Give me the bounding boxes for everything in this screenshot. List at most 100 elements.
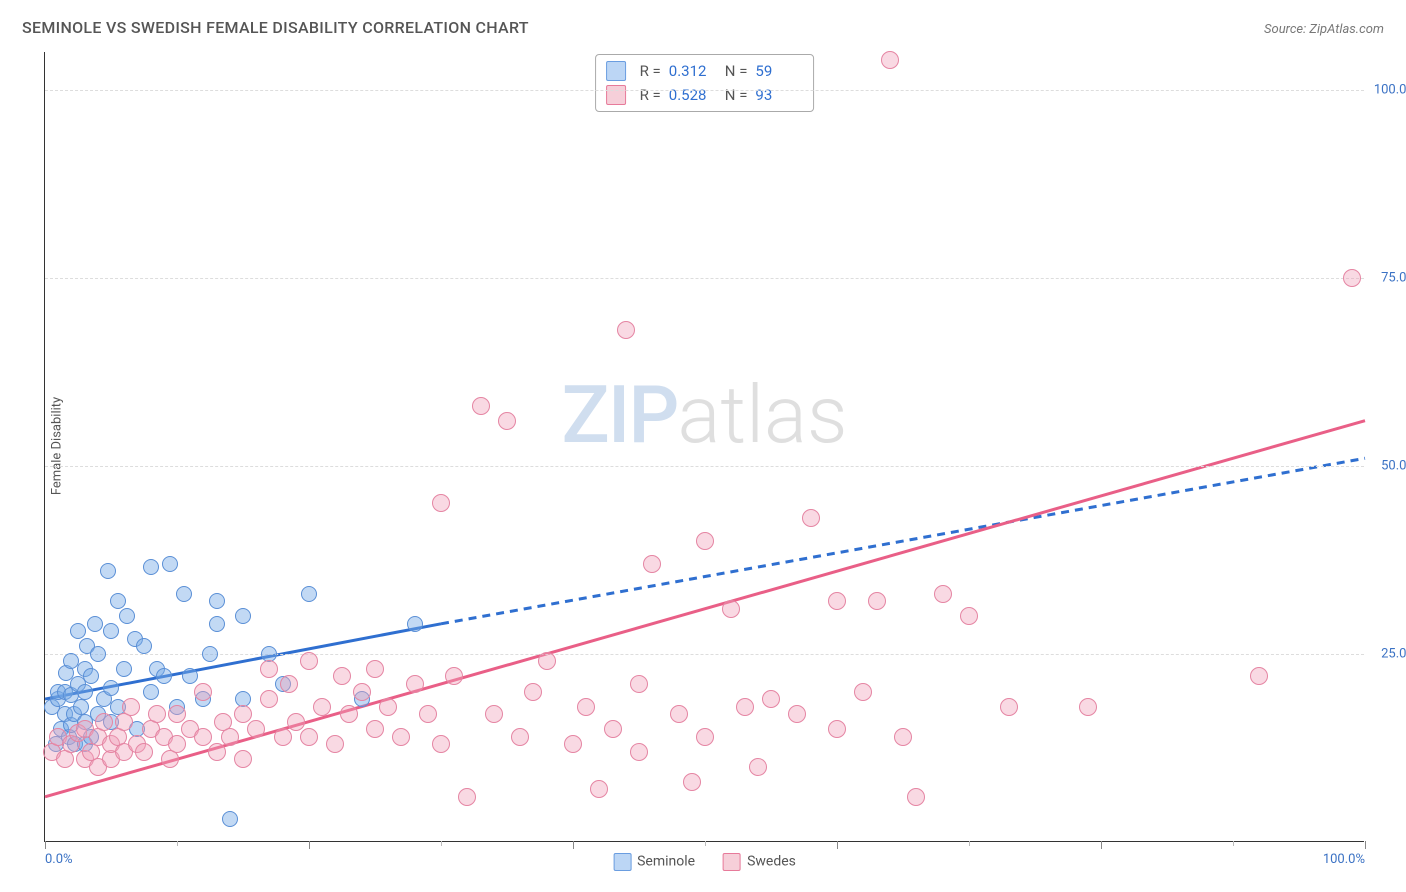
scatter-point <box>511 728 529 746</box>
legend-label: Swedes <box>747 854 796 870</box>
scatter-point <box>630 675 648 693</box>
scatter-point <box>524 683 542 701</box>
scatter-point <box>643 555 661 573</box>
scatter-point <box>577 698 595 716</box>
x-tick <box>45 841 46 849</box>
scatter-point <box>103 680 119 696</box>
scatter-point <box>235 608 251 624</box>
scatter-point <box>894 728 912 746</box>
scatter-point <box>1000 698 1018 716</box>
scatter-point <box>736 698 754 716</box>
x-tick <box>1101 841 1102 849</box>
scatter-point <box>749 758 767 776</box>
scatter-point <box>696 532 714 550</box>
scatter-point <box>70 623 86 639</box>
scatter-point <box>722 600 740 618</box>
scatter-point <box>110 593 126 609</box>
scatter-point <box>168 705 186 723</box>
stat-key: R = <box>640 62 661 80</box>
scatter-point <box>274 728 292 746</box>
x-tick-label: 0.0% <box>45 852 73 867</box>
scatter-point <box>182 668 198 684</box>
scatter-point <box>604 720 622 738</box>
scatter-point <box>156 668 172 684</box>
scatter-point <box>221 728 239 746</box>
scatter-point <box>103 623 119 639</box>
x-tick-minor <box>177 841 178 846</box>
source-label: Source: ZipAtlas.com <box>1264 22 1384 37</box>
scatter-point <box>366 660 384 678</box>
scatter-point <box>280 675 298 693</box>
scatter-point <box>202 646 218 662</box>
scatter-point <box>87 616 103 632</box>
gridline <box>45 466 1364 467</box>
scatter-point <box>100 563 116 579</box>
scatter-point <box>353 683 371 701</box>
page-title: SEMINOLE VS SWEDISH FEMALE DISABILITY CO… <box>22 18 529 37</box>
scatter-point <box>934 585 952 603</box>
scatter-point <box>95 713 113 731</box>
scatter-point <box>209 616 225 632</box>
scatter-point <box>881 51 899 69</box>
scatter-point <box>458 788 476 806</box>
scatter-point <box>162 556 178 572</box>
scatter-point <box>788 705 806 723</box>
scatter-point <box>419 705 437 723</box>
scatter-point <box>234 705 252 723</box>
watermark: ZIPatlas <box>562 368 848 462</box>
scatter-point <box>392 728 410 746</box>
scatter-point <box>590 780 608 798</box>
scatter-point <box>445 667 463 685</box>
scatter-plot: ZIPatlas R =0.312N =59R =0.528N =93 25.0… <box>44 52 1364 842</box>
x-tick-label: 100.0% <box>1323 852 1365 867</box>
scatter-point <box>1343 269 1361 287</box>
scatter-point <box>630 743 648 761</box>
scatter-point <box>762 690 780 708</box>
scatter-point <box>366 720 384 738</box>
scatter-point <box>116 661 132 677</box>
y-tick-label: 75.0% <box>1381 270 1406 285</box>
scatter-point <box>379 698 397 716</box>
scatter-point <box>176 586 192 602</box>
scatter-point <box>301 586 317 602</box>
legend-item: Swedes <box>723 853 796 871</box>
scatter-point <box>122 698 140 716</box>
x-tick <box>573 841 574 849</box>
scatter-point <box>209 593 225 609</box>
y-tick-label: 50.0% <box>1381 458 1406 473</box>
scatter-point <box>406 675 424 693</box>
scatter-point <box>407 616 423 632</box>
scatter-point <box>498 412 516 430</box>
y-tick-label: 100.0% <box>1374 82 1406 97</box>
scatter-point <box>287 713 305 731</box>
scatter-point <box>333 667 351 685</box>
scatter-point <box>234 750 252 768</box>
scatter-point <box>432 735 450 753</box>
scatter-point <box>432 494 450 512</box>
scatter-point <box>300 728 318 746</box>
scatter-point <box>143 559 159 575</box>
scatter-point <box>854 683 872 701</box>
scatter-point <box>136 638 152 654</box>
y-tick-label: 25.0% <box>1381 646 1406 661</box>
scatter-point <box>907 788 925 806</box>
stat-r-value: 0.312 <box>669 62 717 80</box>
scatter-point <box>313 698 331 716</box>
scatter-point <box>168 735 186 753</box>
scatter-point <box>247 720 265 738</box>
scatter-point <box>222 811 238 827</box>
scatter-point <box>472 397 490 415</box>
scatter-point <box>194 728 212 746</box>
legend-swatch <box>613 853 631 871</box>
scatter-point <box>143 684 159 700</box>
stats-row: R =0.312N =59 <box>606 59 804 83</box>
scatter-point <box>208 743 226 761</box>
legend-label: Seminole <box>637 854 695 870</box>
scatter-point <box>485 705 503 723</box>
scatter-point <box>538 652 556 670</box>
x-tick <box>309 841 310 849</box>
scatter-point <box>135 743 153 761</box>
stats-box: R =0.312N =59R =0.528N =93 <box>595 54 815 112</box>
scatter-point <box>960 607 978 625</box>
x-tick-minor <box>441 841 442 846</box>
